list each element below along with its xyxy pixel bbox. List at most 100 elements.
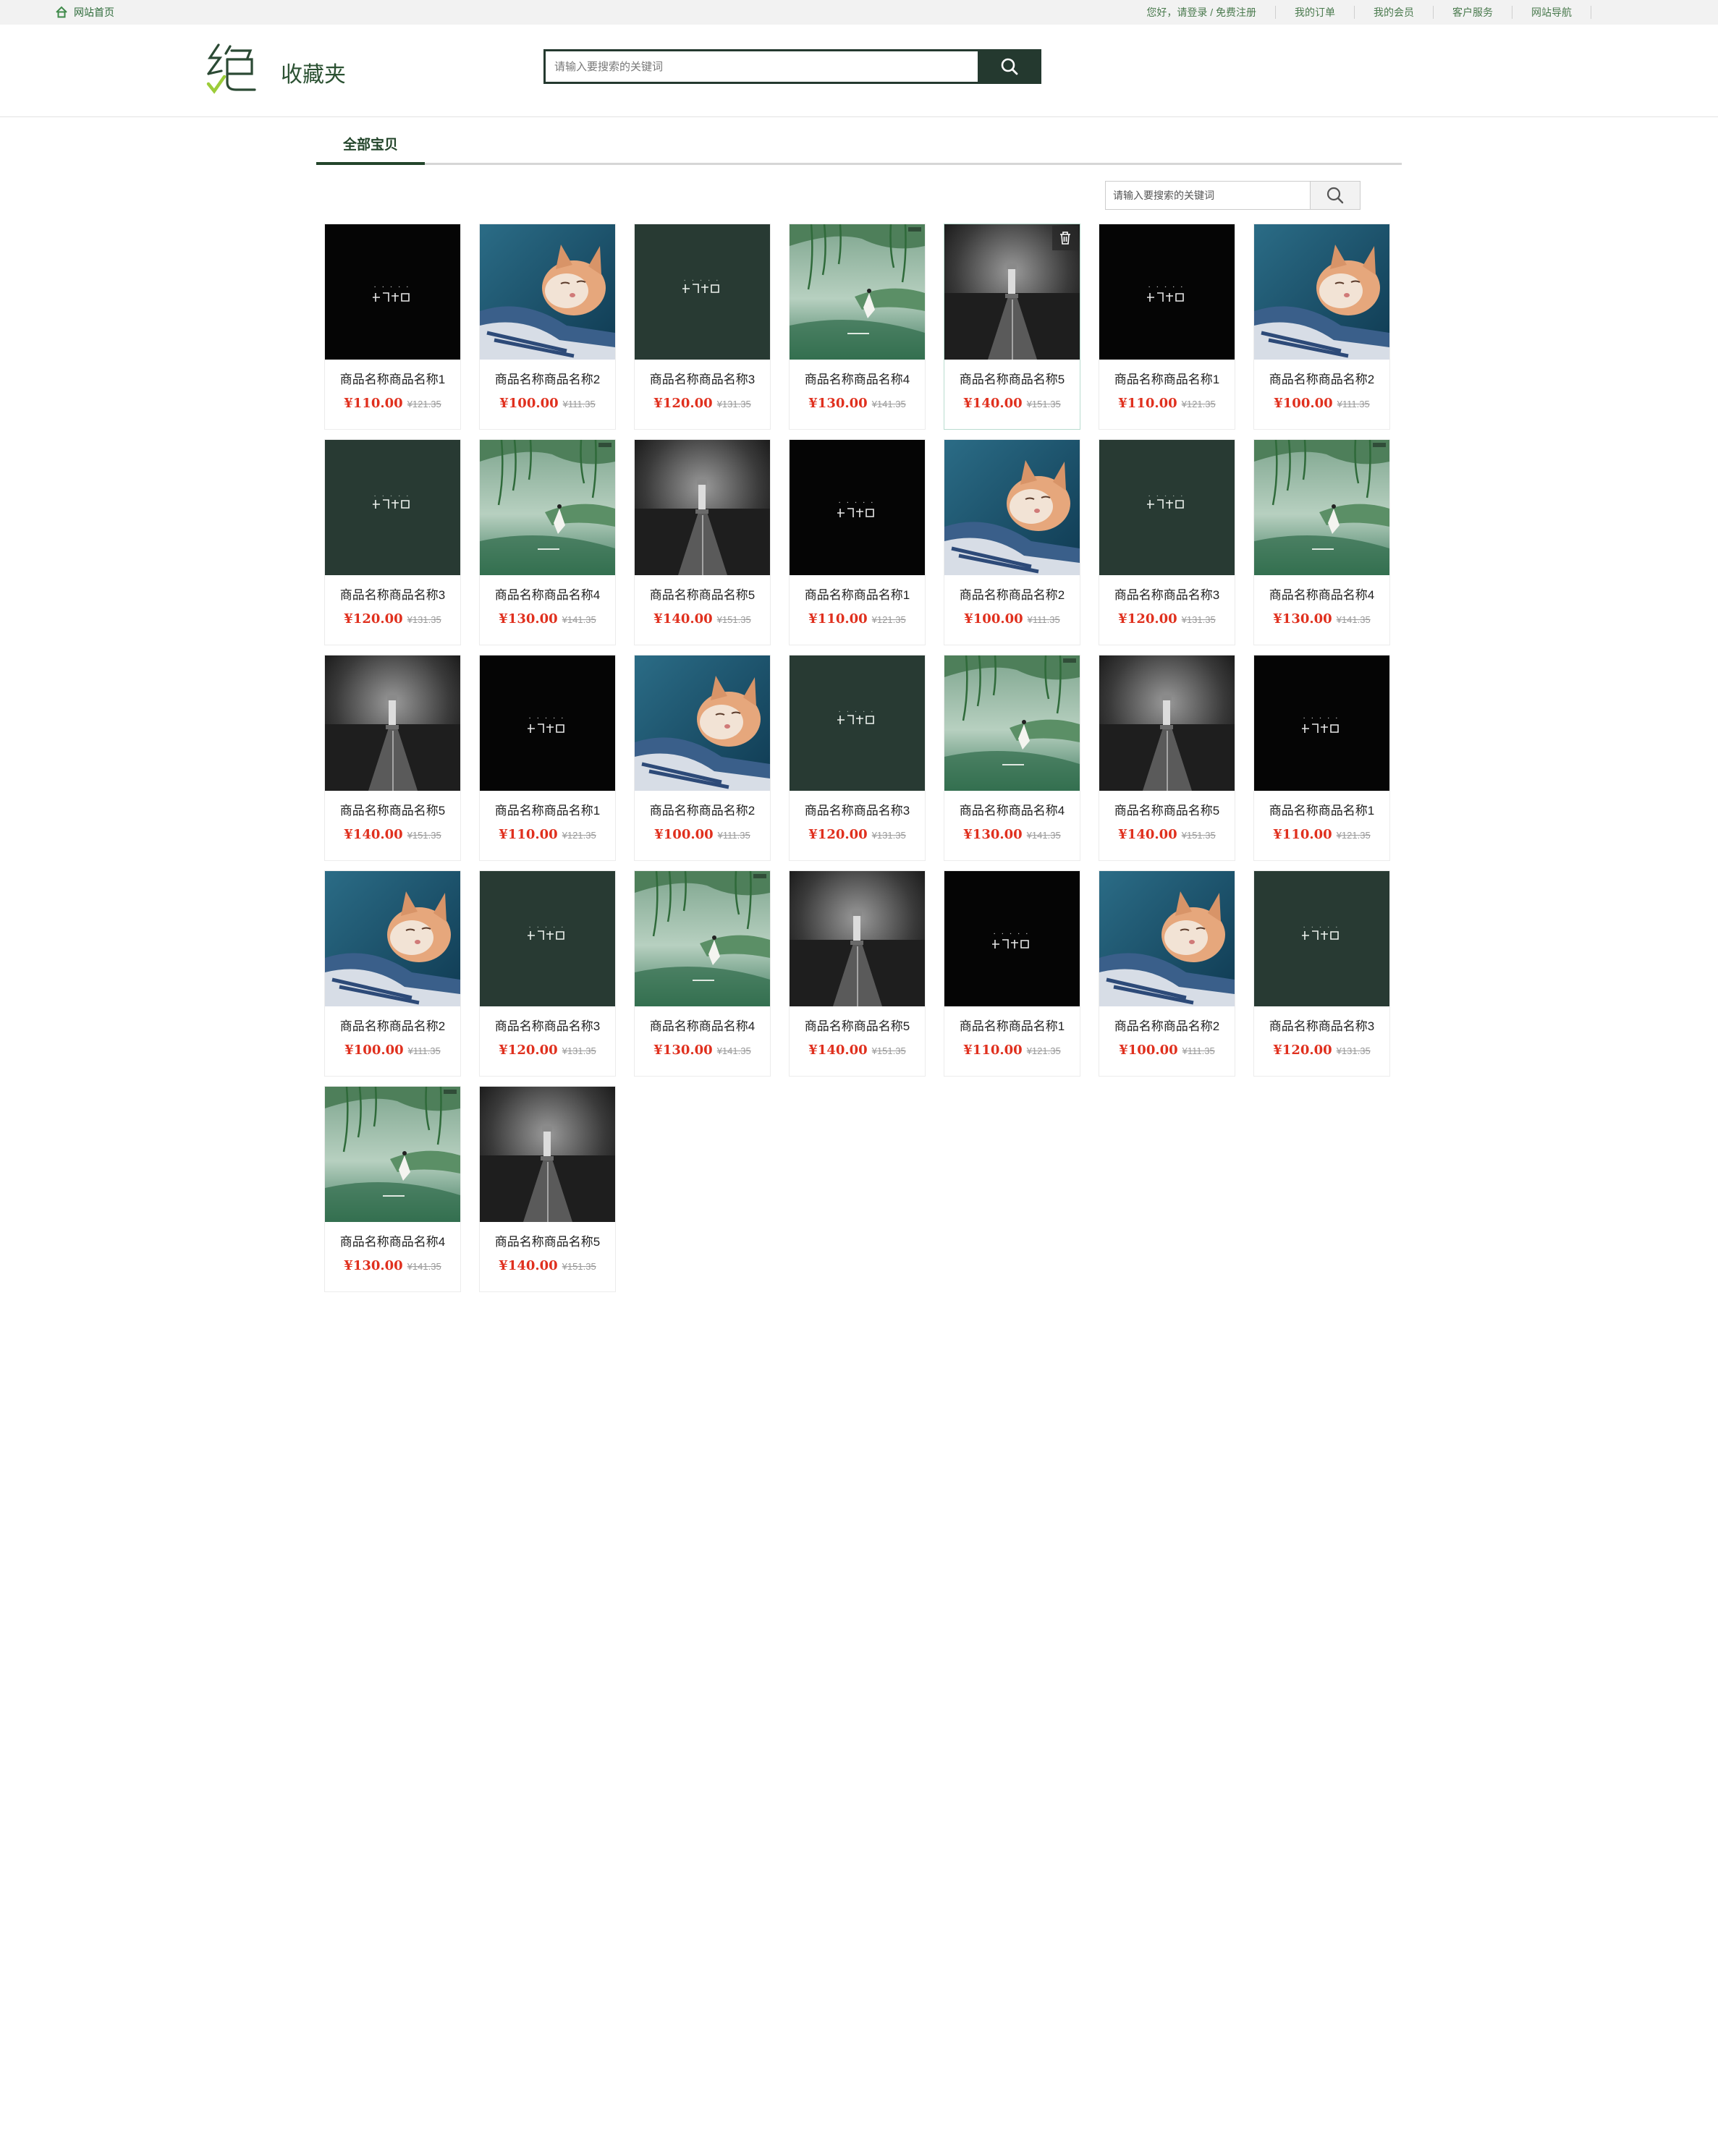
product-name[interactable]: 商品名称商品名称1 (804, 588, 910, 602)
product-image[interactable] (325, 871, 460, 1006)
product-card[interactable]: 商品名称商品名称2 ¥100.00 ¥111.35 (479, 224, 616, 430)
product-image[interactable] (635, 655, 770, 791)
product-name[interactable]: 商品名称商品名称3 (804, 804, 910, 818)
product-name[interactable]: 商品名称商品名称4 (339, 1235, 446, 1249)
delete-button[interactable] (1052, 226, 1078, 250)
product-image[interactable] (1254, 224, 1389, 360)
product-card[interactable]: ▪ ▪ ▪ ▪ ▪ 商品名称商品名称1 ¥110.00 ¥121.35 (324, 224, 461, 430)
login-register-link[interactable]: 您好，请登录 / 免费注册 (1127, 6, 1276, 19)
product-card[interactable]: 商品名称商品名称4 ¥130.00 ¥141.35 (324, 1086, 461, 1292)
product-name[interactable]: 商品名称商品名称1 (494, 804, 601, 818)
product-image[interactable] (480, 440, 615, 575)
product-name[interactable]: 商品名称商品名称4 (494, 588, 601, 602)
product-card[interactable]: ▪ ▪ ▪ ▪ ▪ 商品名称商品名称3 ¥120.00 ¥131.35 (324, 439, 461, 645)
product-image[interactable]: ▪ ▪ ▪ ▪ ▪ (1099, 440, 1235, 575)
product-name[interactable]: 商品名称商品名称2 (1269, 373, 1375, 386)
site-nav-link[interactable]: 网站导航 (1512, 6, 1591, 19)
product-name[interactable]: 商品名称商品名称3 (494, 1019, 601, 1033)
product-name[interactable]: 商品名称商品名称3 (1269, 1019, 1375, 1033)
product-card[interactable]: 商品名称商品名称2 ¥100.00 ¥111.35 (324, 870, 461, 1077)
search-input[interactable] (543, 49, 978, 84)
product-card[interactable]: ▪ ▪ ▪ ▪ ▪ 商品名称商品名称3 ¥120.00 ¥131.35 (1253, 870, 1390, 1077)
product-image[interactable] (944, 440, 1080, 575)
product-name[interactable]: 商品名称商品名称5 (649, 588, 756, 602)
home-link[interactable]: 网站首页 (55, 5, 114, 20)
favorites-search-input[interactable] (1106, 182, 1311, 209)
product-name[interactable]: 商品名称商品名称1 (1269, 804, 1375, 818)
product-card[interactable]: ▪ ▪ ▪ ▪ ▪ 商品名称商品名称3 ¥120.00 ¥131.35 (634, 224, 771, 430)
customer-service-link[interactable]: 客户服务 (1434, 6, 1512, 19)
product-image[interactable] (790, 871, 925, 1006)
product-name[interactable]: 商品名称商品名称3 (339, 588, 446, 602)
product-card[interactable]: 商品名称商品名称4 ¥130.00 ¥141.35 (479, 439, 616, 645)
product-image[interactable]: ▪ ▪ ▪ ▪ ▪ (1254, 871, 1389, 1006)
product-card[interactable]: 商品名称商品名称4 ¥130.00 ¥141.35 (1253, 439, 1390, 645)
product-name[interactable]: 商品名称商品名称2 (1114, 1019, 1220, 1033)
product-image[interactable] (635, 871, 770, 1006)
product-name[interactable]: 商品名称商品名称4 (649, 1019, 756, 1033)
product-card[interactable]: ▪ ▪ ▪ ▪ ▪ 商品名称商品名称1 ¥110.00 ¥121.35 (479, 655, 616, 861)
product-image[interactable]: ▪ ▪ ▪ ▪ ▪ (325, 440, 460, 575)
product-card[interactable]: 商品名称商品名称2 ¥100.00 ¥111.35 (944, 439, 1080, 645)
product-name[interactable]: 商品名称商品名称4 (959, 804, 1065, 818)
product-image[interactable]: ▪ ▪ ▪ ▪ ▪ (325, 224, 460, 360)
product-name[interactable]: 商品名称商品名称4 (1269, 588, 1375, 602)
product-image[interactable] (1099, 655, 1235, 791)
product-name[interactable]: 商品名称商品名称5 (339, 804, 446, 818)
search-button[interactable] (978, 49, 1041, 84)
product-card[interactable]: 商品名称商品名称5 ¥140.00 ¥151.35 (479, 1086, 616, 1292)
my-membership-link[interactable]: 我的会员 (1355, 6, 1434, 19)
product-card[interactable]: ▪ ▪ ▪ ▪ ▪ 商品名称商品名称1 ¥110.00 ¥121.35 (944, 870, 1080, 1077)
product-image[interactable]: ▪ ▪ ▪ ▪ ▪ (790, 440, 925, 575)
product-image[interactable] (325, 655, 460, 791)
product-card[interactable]: 商品名称商品名称4 ¥130.00 ¥141.35 (634, 870, 771, 1077)
product-name[interactable]: 商品名称商品名称2 (959, 588, 1065, 602)
product-image[interactable]: ▪ ▪ ▪ ▪ ▪ (1099, 224, 1235, 360)
product-card[interactable]: 商品名称商品名称5 ¥140.00 ¥151.35 (789, 870, 926, 1077)
product-image[interactable]: ▪ ▪ ▪ ▪ ▪ (480, 871, 615, 1006)
product-name[interactable]: 商品名称商品名称3 (649, 373, 756, 386)
product-card[interactable]: 商品名称商品名称5 ¥140.00 ¥151.35 (944, 224, 1080, 430)
product-name[interactable]: 商品名称商品名称1 (339, 373, 446, 386)
product-card[interactable]: 商品名称商品名称2 ¥100.00 ¥111.35 (1099, 870, 1235, 1077)
product-name[interactable]: 商品名称商品名称5 (494, 1235, 601, 1249)
product-image[interactable]: ▪ ▪ ▪ ▪ ▪ (944, 871, 1080, 1006)
product-name[interactable]: 商品名称商品名称2 (339, 1019, 446, 1033)
product-name[interactable]: 商品名称商品名称5 (804, 1019, 910, 1033)
product-name[interactable]: 商品名称商品名称5 (959, 373, 1065, 386)
product-image[interactable] (944, 655, 1080, 791)
product-card[interactable]: 商品名称商品名称5 ¥140.00 ¥151.35 (634, 439, 771, 645)
product-image[interactable]: ▪ ▪ ▪ ▪ ▪ (480, 655, 615, 791)
product-card[interactable]: 商品名称商品名称2 ¥100.00 ¥111.35 (1253, 224, 1390, 430)
product-image[interactable] (1099, 871, 1235, 1006)
product-name[interactable]: 商品名称商品名称4 (804, 373, 910, 386)
product-card[interactable]: ▪ ▪ ▪ ▪ ▪ 商品名称商品名称3 ¥120.00 ¥131.35 (1099, 439, 1235, 645)
product-card[interactable]: ▪ ▪ ▪ ▪ ▪ 商品名称商品名称1 ¥110.00 ¥121.35 (1099, 224, 1235, 430)
product-image[interactable]: ▪ ▪ ▪ ▪ ▪ (790, 655, 925, 791)
product-card[interactable]: 商品名称商品名称5 ¥140.00 ¥151.35 (324, 655, 461, 861)
brand-logo[interactable] (206, 42, 258, 100)
product-card[interactable]: 商品名称商品名称5 ¥140.00 ¥151.35 (1099, 655, 1235, 861)
product-image[interactable] (790, 224, 925, 360)
product-image[interactable]: ▪ ▪ ▪ ▪ ▪ (1254, 655, 1389, 791)
product-card[interactable]: 商品名称商品名称2 ¥100.00 ¥111.35 (634, 655, 771, 861)
product-card[interactable]: ▪ ▪ ▪ ▪ ▪ 商品名称商品名称3 ¥120.00 ¥131.35 (479, 870, 616, 1077)
product-image[interactable] (1254, 440, 1389, 575)
product-image[interactable]: ▪ ▪ ▪ ▪ ▪ (635, 224, 770, 360)
product-name[interactable]: 商品名称商品名称3 (1114, 588, 1220, 602)
product-image[interactable] (480, 1087, 615, 1222)
product-card[interactable]: ▪ ▪ ▪ ▪ ▪ 商品名称商品名称1 ¥110.00 ¥121.35 (1253, 655, 1390, 861)
product-image[interactable] (325, 1087, 460, 1222)
tab-all-items[interactable]: 全部宝贝 (316, 135, 425, 165)
product-card[interactable]: ▪ ▪ ▪ ▪ ▪ 商品名称商品名称3 ¥120.00 ¥131.35 (789, 655, 926, 861)
product-name[interactable]: 商品名称商品名称2 (649, 804, 756, 818)
product-name[interactable]: 商品名称商品名称2 (494, 373, 601, 386)
product-card[interactable]: 商品名称商品名称4 ¥130.00 ¥141.35 (944, 655, 1080, 861)
my-orders-link[interactable]: 我的订单 (1276, 6, 1355, 19)
product-card[interactable]: ▪ ▪ ▪ ▪ ▪ 商品名称商品名称1 ¥110.00 ¥121.35 (789, 439, 926, 645)
product-name[interactable]: 商品名称商品名称1 (1114, 373, 1220, 386)
favorites-search-button[interactable] (1311, 182, 1360, 209)
product-image[interactable] (480, 224, 615, 360)
product-image[interactable] (635, 440, 770, 575)
product-name[interactable]: 商品名称商品名称1 (959, 1019, 1065, 1033)
